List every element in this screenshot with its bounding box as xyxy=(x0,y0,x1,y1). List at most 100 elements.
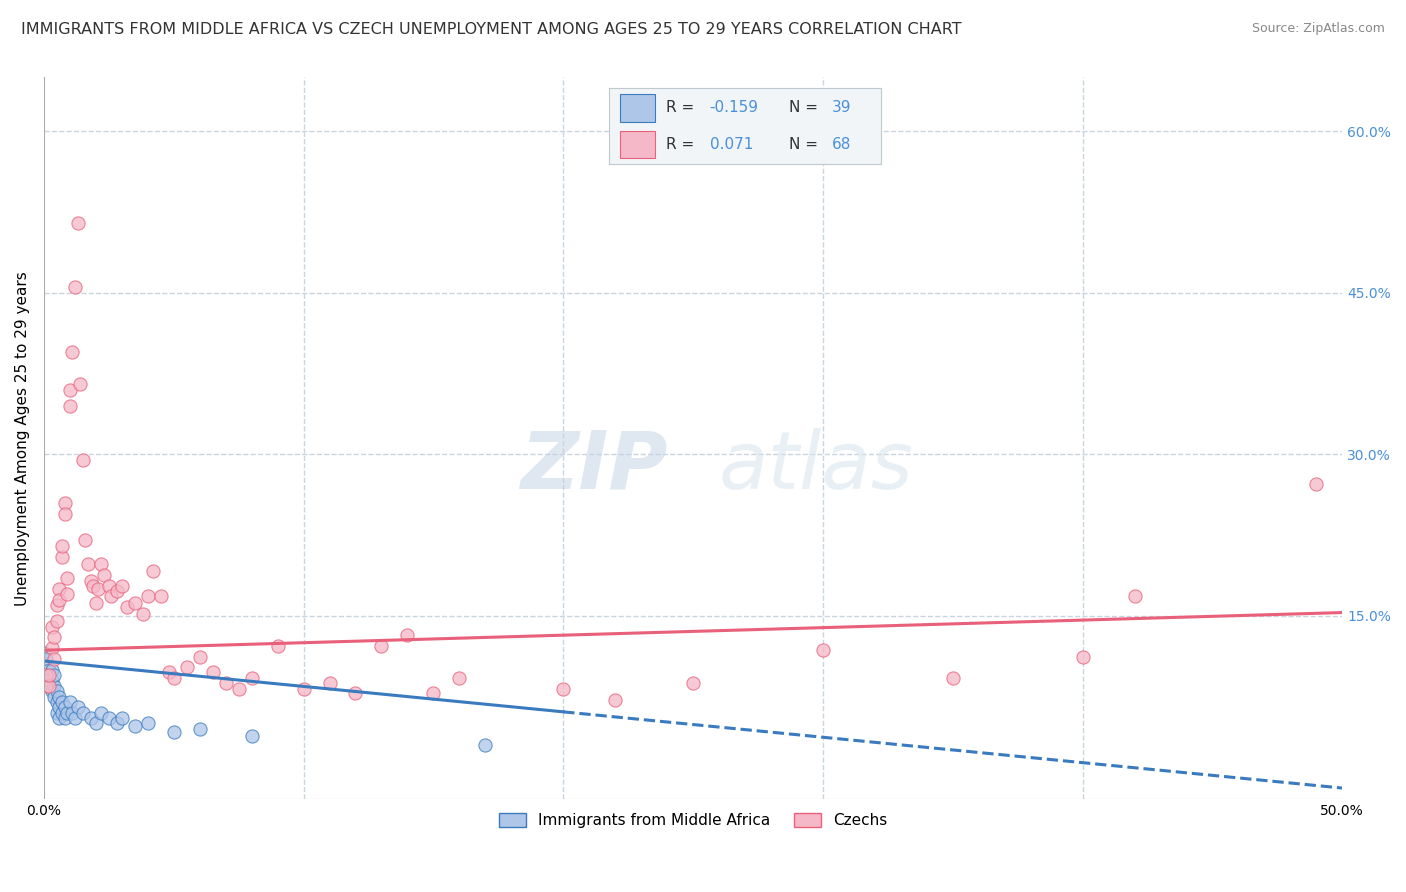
Point xyxy=(69,377,91,392)
Point xyxy=(38,679,60,693)
Point xyxy=(136,716,159,731)
Point xyxy=(48,711,70,725)
Point xyxy=(63,280,86,294)
Point xyxy=(105,716,128,731)
Point xyxy=(59,695,82,709)
Point xyxy=(66,216,89,230)
Point xyxy=(105,584,128,599)
Point xyxy=(370,639,392,653)
Point xyxy=(48,582,70,596)
Point xyxy=(79,711,101,725)
Point xyxy=(38,668,60,682)
Point xyxy=(41,619,63,633)
Point xyxy=(318,675,340,690)
Point xyxy=(53,496,76,510)
Point xyxy=(41,684,63,698)
Point xyxy=(682,675,704,690)
Point xyxy=(90,706,112,720)
Point xyxy=(72,706,94,720)
Point xyxy=(811,643,834,657)
Point xyxy=(53,711,76,725)
Point xyxy=(124,596,146,610)
Point xyxy=(87,582,110,596)
Point xyxy=(93,567,115,582)
Point xyxy=(45,684,67,698)
Point xyxy=(201,665,224,679)
Point xyxy=(422,686,444,700)
Point xyxy=(142,564,165,578)
Point xyxy=(163,671,186,685)
Point xyxy=(59,399,82,413)
Point xyxy=(45,598,67,612)
Point xyxy=(266,639,288,653)
Point xyxy=(240,730,263,744)
Point xyxy=(45,614,67,628)
Point xyxy=(63,711,86,725)
Point xyxy=(188,649,211,664)
Point xyxy=(51,549,73,564)
Point xyxy=(90,557,112,571)
Point xyxy=(449,671,471,685)
Point xyxy=(396,628,419,642)
Point xyxy=(176,660,198,674)
Point xyxy=(136,590,159,604)
Point xyxy=(97,711,120,725)
Point xyxy=(53,507,76,521)
Point xyxy=(62,345,84,359)
Y-axis label: Unemployment Among Ages 25 to 29 years: Unemployment Among Ages 25 to 29 years xyxy=(15,271,30,606)
Point xyxy=(214,675,236,690)
Point xyxy=(115,600,138,615)
Point xyxy=(48,690,70,704)
Point xyxy=(97,579,120,593)
Point xyxy=(53,700,76,714)
Point xyxy=(41,673,63,688)
Point xyxy=(1071,649,1094,664)
Point xyxy=(44,668,66,682)
Point xyxy=(62,706,84,720)
Point xyxy=(32,673,55,688)
Point xyxy=(56,706,79,720)
Point xyxy=(35,668,58,682)
Point xyxy=(44,690,66,704)
Point xyxy=(35,668,58,682)
Point xyxy=(51,706,73,720)
Point xyxy=(553,681,575,696)
Point xyxy=(942,671,965,685)
Point xyxy=(1123,590,1146,604)
Text: ZIP: ZIP xyxy=(520,428,666,506)
Point xyxy=(131,607,153,621)
Point xyxy=(35,679,58,693)
Point xyxy=(1305,477,1327,491)
Point xyxy=(292,681,315,696)
Point xyxy=(45,706,67,720)
Point xyxy=(82,579,104,593)
Point xyxy=(163,725,186,739)
Legend: Immigrants from Middle Africa, Czechs: Immigrants from Middle Africa, Czechs xyxy=(492,807,894,835)
Point xyxy=(56,587,79,601)
Point xyxy=(605,692,627,706)
Point xyxy=(75,533,97,548)
Point xyxy=(149,590,172,604)
Point xyxy=(44,679,66,693)
Point xyxy=(111,579,134,593)
Point xyxy=(51,695,73,709)
Point xyxy=(188,722,211,736)
Point xyxy=(51,539,73,553)
Point xyxy=(59,383,82,397)
Point xyxy=(100,590,122,604)
Point xyxy=(79,574,101,589)
Point xyxy=(157,665,180,679)
Point xyxy=(72,452,94,467)
Point xyxy=(45,695,67,709)
Point xyxy=(228,681,250,696)
Point xyxy=(84,596,107,610)
Point xyxy=(41,641,63,656)
Text: atlas: atlas xyxy=(718,428,914,506)
Text: IMMIGRANTS FROM MIDDLE AFRICA VS CZECH UNEMPLOYMENT AMONG AGES 25 TO 29 YEARS CO: IMMIGRANTS FROM MIDDLE AFRICA VS CZECH U… xyxy=(21,22,962,37)
Point xyxy=(111,711,134,725)
Point xyxy=(32,647,55,661)
Point xyxy=(124,718,146,732)
Point xyxy=(44,630,66,644)
Point xyxy=(48,592,70,607)
Point xyxy=(38,663,60,677)
